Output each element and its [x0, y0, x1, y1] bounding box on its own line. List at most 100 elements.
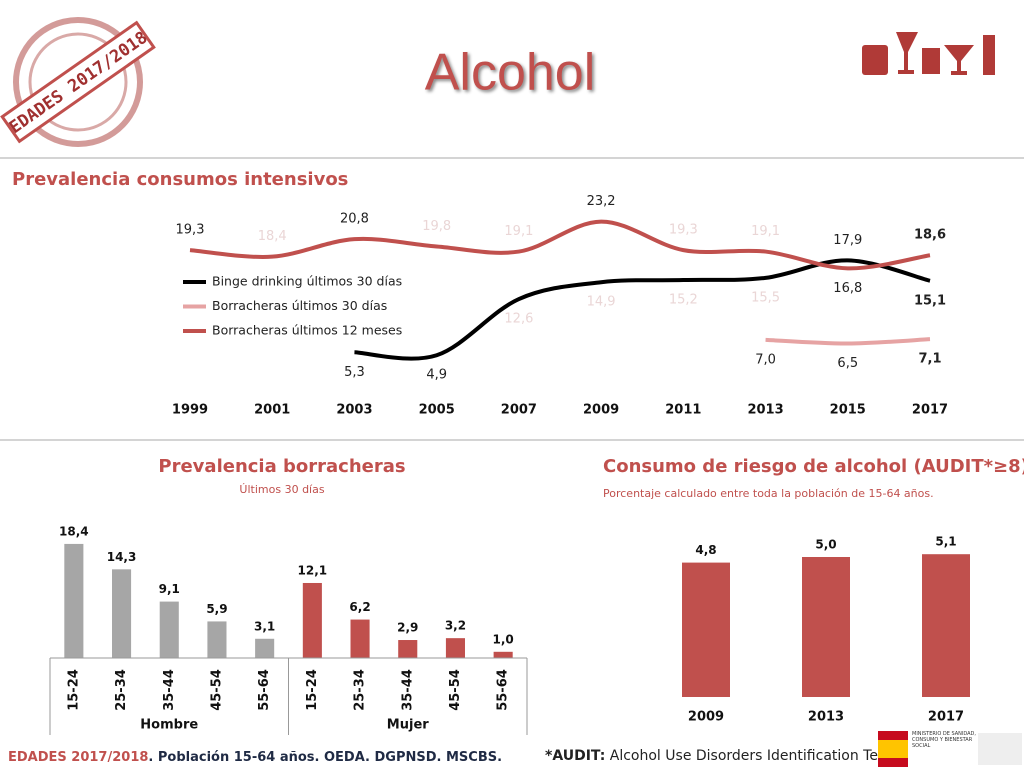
logo-panel: [978, 733, 1022, 765]
data-label: 23,2: [587, 194, 616, 209]
x-tick-label: 2017: [912, 403, 948, 418]
x-tick-label: 25-34: [114, 669, 129, 711]
x-tick-label: 25-34: [353, 669, 368, 711]
x-tick-label: 35-44: [162, 669, 177, 711]
note-key: *AUDIT:: [545, 748, 605, 764]
legend-label: Borracheras últimos 12 meses: [212, 323, 402, 338]
data-label: 19,3: [176, 223, 205, 238]
note-text: Alcohol Use Disorders Identification Tes…: [610, 748, 891, 764]
bar: [207, 621, 227, 658]
data-label: 15,1: [914, 293, 946, 308]
bar: [398, 640, 418, 658]
ministry-logo: MINISTERIO DE SANIDAD, CONSUMO Y BIENEST…: [878, 731, 1022, 767]
x-tick-label: 2003: [336, 403, 372, 418]
bar: [302, 582, 322, 658]
bar: [682, 562, 730, 697]
source-highlight: EDADES 2017/2018: [8, 750, 148, 765]
bar: [493, 651, 513, 658]
x-tick-label: 2011: [665, 403, 701, 418]
bar: [64, 543, 84, 658]
data-label: 12,1: [298, 563, 328, 577]
x-tick-label: 2013: [808, 710, 844, 725]
data-label: 4,9: [426, 368, 447, 383]
data-label: 16,8: [833, 281, 862, 296]
logo-text: MINISTERIO DE SANIDAD, CONSUMO Y BIENEST…: [912, 731, 976, 749]
x-tick-label: 2009: [583, 403, 619, 418]
data-label: 19,8: [422, 219, 451, 234]
bar: [159, 601, 179, 658]
x-tick-label: 2009: [688, 710, 724, 725]
icon-bottle: [983, 35, 995, 75]
data-label: 6,5: [837, 356, 858, 371]
chart-title: Prevalencia consumos intensivos: [12, 169, 348, 190]
data-label: 12,6: [504, 312, 533, 327]
x-tick-label: 55-64: [496, 669, 511, 711]
data-label: 2,9: [397, 621, 418, 635]
drink-icons: [862, 32, 995, 75]
data-label: 5,1: [935, 535, 956, 549]
data-label: 15,5: [751, 290, 780, 305]
x-tick-label: 2005: [419, 403, 455, 418]
data-label: 3,1: [254, 619, 275, 633]
series-line: [189, 219, 931, 271]
stamp-band: [0, 20, 156, 144]
bar: [922, 554, 970, 697]
bar: [350, 619, 370, 658]
data-label: 5,9: [206, 602, 227, 616]
chart-title: Prevalencia borracheras: [158, 456, 405, 477]
x-tick-label: 45-54: [448, 669, 463, 711]
chart-title: Consumo de riesgo de alcohol (AUDIT*≥8): [603, 456, 1024, 477]
legend-label: Borracheras últimos 30 días: [212, 298, 387, 313]
data-label: 4,8: [695, 543, 716, 557]
flag: [878, 740, 908, 758]
data-label: 3,2: [445, 619, 466, 633]
chart-subtitle: Porcentaje calculado entre toda la pobla…: [603, 487, 934, 500]
data-label: 18,6: [914, 228, 946, 243]
x-tick-label: 2007: [501, 403, 537, 418]
data-label: 5,3: [344, 365, 365, 380]
source-text: . Población 15-64 años. OEDA. DGPNSD. MS…: [148, 750, 502, 765]
stamp: EDADES 2017/2018: [0, 17, 156, 147]
data-label: 14,3: [107, 550, 137, 564]
bar: [255, 638, 275, 658]
data-label: 14,9: [587, 295, 616, 310]
x-tick-label: 45-54: [209, 669, 224, 711]
x-tick-label: 55-64: [257, 669, 272, 711]
x-tick-label: 2001: [254, 403, 290, 418]
x-tick-label: 15-24: [66, 669, 81, 711]
icon-wine: [896, 32, 918, 74]
data-label: 17,9: [833, 233, 862, 248]
data-label: 19,3: [669, 223, 698, 238]
icon-glass: [922, 48, 940, 74]
footer-source: EDADES 2017/2018. Población 15-64 años. …: [8, 750, 502, 765]
data-label: 20,8: [340, 212, 369, 227]
legend-label: Binge drinking últimos 30 días: [212, 274, 402, 289]
x-tick-label: 2017: [928, 710, 964, 725]
data-label: 9,1: [159, 582, 180, 596]
chart-subtitle: Últimos 30 días: [239, 483, 324, 496]
data-label: 7,1: [918, 352, 941, 367]
group-label: Hombre: [140, 718, 198, 733]
group-label: Mujer: [387, 718, 429, 733]
x-tick-label: 2015: [830, 403, 866, 418]
icon-cocktail: [944, 45, 974, 75]
footer-note: *AUDIT: Alcohol Use Disorders Identifica…: [545, 748, 891, 764]
x-tick-label: 35-44: [400, 669, 415, 711]
bar: [112, 569, 132, 658]
data-label: 19,1: [504, 224, 533, 239]
data-label: 1,0: [493, 632, 514, 646]
data-label: 18,4: [59, 524, 89, 538]
data-label: 18,4: [258, 229, 287, 244]
icon-mug: [862, 45, 888, 75]
logo-text-box: MINISTERIO DE SANIDAD, CONSUMO Y BIENEST…: [912, 731, 976, 749]
bar: [802, 557, 850, 697]
data-label: 7,0: [755, 352, 776, 367]
x-tick-label: 2013: [747, 403, 783, 418]
x-tick-label: 1999: [172, 403, 208, 418]
data-label: 6,2: [349, 600, 370, 614]
data-label: 15,2: [669, 293, 698, 308]
slide-title: Alcohol: [425, 44, 596, 102]
data-label: 19,1: [751, 224, 780, 239]
data-label: 5,0: [815, 538, 836, 552]
